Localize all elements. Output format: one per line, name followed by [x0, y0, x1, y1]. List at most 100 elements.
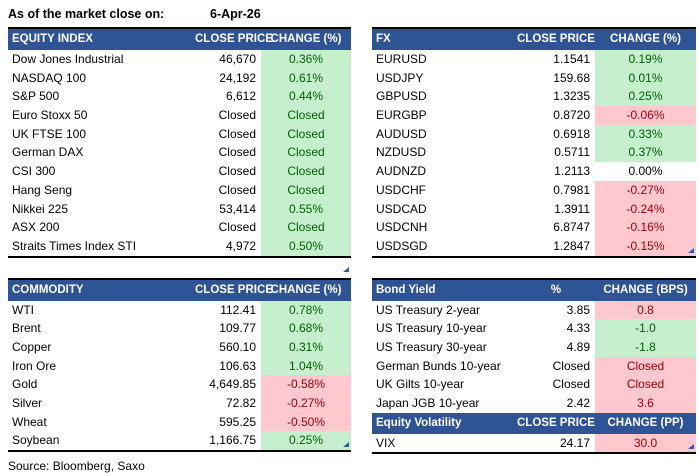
commodity-table: COMMODITY CLOSE PRICE CHANGE (%) WTI 112… [8, 277, 351, 453]
instrument-name: Japan JGB 10-year [376, 396, 480, 410]
instrument-name: S&P 500 [12, 89, 60, 104]
change-value: 0.44% [261, 87, 351, 107]
instrument-name: EURUSD [376, 52, 427, 66]
table-row: Euro Stoxx 50 Closed Closed [8, 106, 351, 125]
change-value: 0.19% [595, 50, 696, 69]
close-price: 6,612 [225, 89, 256, 104]
column-header-name: Equity Volatility [376, 416, 462, 429]
instrument-name: WTI [12, 302, 34, 317]
table-row: Gold 4,649.85 -0.58% [8, 375, 351, 394]
change-value: -1.8 [595, 337, 696, 357]
change-value: -0.06% [595, 106, 696, 125]
change-value: 0.31% [261, 337, 351, 357]
instrument-name: USDCNH [376, 220, 428, 235]
table-row: US Treasury 30-year 4.89 -1.8 [372, 337, 696, 357]
table-row: ASX 200 Closed Closed [8, 218, 351, 237]
close-price: 1,166.75 [209, 433, 256, 448]
table-row: USDSGD 1.2847 -0.15% [372, 236, 696, 256]
close-price: 595.25 [219, 414, 256, 429]
close-price: 109.77 [219, 321, 256, 336]
table-row: Hang Seng Closed Closed [8, 180, 351, 200]
close-price: Closed [218, 182, 256, 197]
column-header-name: Bond Yield [376, 283, 436, 296]
column-header-change: CHANGE (PP) [607, 416, 684, 429]
table-row: Soybean 1,166.75 0.25% [8, 431, 351, 451]
table-row: UK Gilts 10-year Closed Closed [372, 375, 696, 394]
table-row: Brent 109.77 0.68% [8, 319, 351, 338]
instrument-name: German DAX [12, 145, 84, 160]
close-price: Closed [552, 377, 590, 392]
instrument-name: AUDUSD [376, 126, 427, 141]
table-row: EURUSD 1.1541 0.19% [372, 50, 696, 69]
change-value: Closed [261, 143, 351, 163]
table-row: US Treasury 2-year 3.85 0.8 [372, 300, 696, 320]
table-row: Silver 72.82 -0.27% [8, 394, 351, 413]
change-value: 0.8 [595, 300, 696, 320]
change-value: 0.00% [595, 162, 696, 181]
table-row: WTI 112.41 0.78% [8, 300, 351, 320]
table-row: Iron Ore 106.63 1.04% [8, 356, 351, 376]
close-price: 0.5711 [554, 145, 590, 160]
instrument-name: Wheat [12, 414, 47, 429]
excel-corner-marker-icon [343, 442, 349, 448]
instrument-name: Hang Seng [12, 182, 73, 197]
table-row: US Treasury 10-year 4.33 -1.0 [372, 319, 696, 338]
table-row: USDCHF 0.7981 -0.27% [372, 180, 696, 200]
table-row: USDCAD 1.3911 -0.24% [372, 199, 696, 219]
table-row: UK FTSE 100 Closed Closed [8, 124, 351, 144]
change-value: Closed [261, 162, 351, 181]
change-value: 0.33% [595, 124, 696, 144]
change-value: 0.55% [261, 199, 351, 219]
change-value: -0.58% [261, 375, 351, 394]
table-row: CSI 300 Closed Closed [8, 162, 351, 181]
close-price: 112.41 [220, 302, 256, 317]
instrument-name: EURGBP [376, 108, 427, 123]
instrument-name: Soybean [12, 433, 60, 448]
commodity-header: COMMODITY CLOSE PRICE CHANGE (%) [8, 279, 351, 301]
change-value: 1.04% [261, 356, 351, 376]
column-header-price: CLOSE PRICE [517, 33, 595, 45]
change-value: 0.50% [261, 236, 351, 256]
table-row: German Bunds 10-year Closed Closed [372, 356, 696, 376]
close-price: 1.2847 [553, 238, 590, 253]
close-price: 4.33 [566, 321, 590, 336]
close-price: 53,414 [219, 201, 256, 216]
change-value: -0.50% [261, 412, 351, 432]
close-price: 560.10 [219, 339, 256, 354]
table-row: GBPUSD 1.3235 0.25% [372, 87, 696, 107]
close-price: 72.82 [225, 396, 256, 410]
instrument-name: USDCAD [376, 201, 427, 216]
instrument-name: NASDAQ 100 [12, 70, 87, 85]
change-value: 0.25% [595, 87, 696, 107]
instrument-name: Euro Stoxx 50 [12, 108, 88, 123]
instrument-name: ASX 200 [12, 220, 60, 235]
instrument-name: Gold [12, 377, 38, 392]
close-price: 0.7981 [553, 182, 590, 197]
change-value: 0.36% [261, 50, 351, 69]
close-price: 1.3911 [554, 201, 590, 216]
change-value: Closed [595, 375, 696, 394]
instrument-name: Dow Jones Industrial [12, 52, 124, 66]
close-price: 24.17 [559, 435, 590, 450]
fx-rows: EURUSD 1.1541 0.19% USDJPY 159.68 0.01% … [372, 50, 696, 256]
instrument-name: CSI 300 [12, 164, 56, 179]
column-header-price: % [550, 283, 562, 296]
column-header-change: CHANGE (%) [270, 33, 342, 45]
instrument-name: USDJPY [376, 70, 424, 85]
as-of-label: As of the market close on: [8, 7, 165, 21]
bond-yield-header: Bond Yield % CHANGE (BPS) [372, 279, 696, 301]
table-row: USDJPY 159.68 0.01% [372, 68, 696, 88]
column-header-change: CHANGE (%) [270, 283, 342, 296]
bond-vol-group: Bond Yield % CHANGE (BPS) US Treasury 2-… [372, 277, 696, 455]
fx-table: FX CLOSE PRICE CHANGE (%) EURUSD 1.1541 … [372, 27, 696, 258]
column-header-name: FX [376, 33, 391, 45]
change-value: 30.0 [595, 433, 696, 453]
close-price: Closed [218, 145, 256, 160]
table-row: Copper 560.10 0.31% [8, 337, 351, 357]
change-value: Closed [261, 106, 351, 125]
instrument-name: US Treasury 2-year [376, 302, 481, 317]
close-price: Closed [218, 108, 256, 123]
change-value: -1.0 [595, 319, 696, 338]
instrument-name: UK FTSE 100 [12, 126, 87, 141]
table-row: Wheat 595.25 -0.50% [8, 412, 351, 432]
